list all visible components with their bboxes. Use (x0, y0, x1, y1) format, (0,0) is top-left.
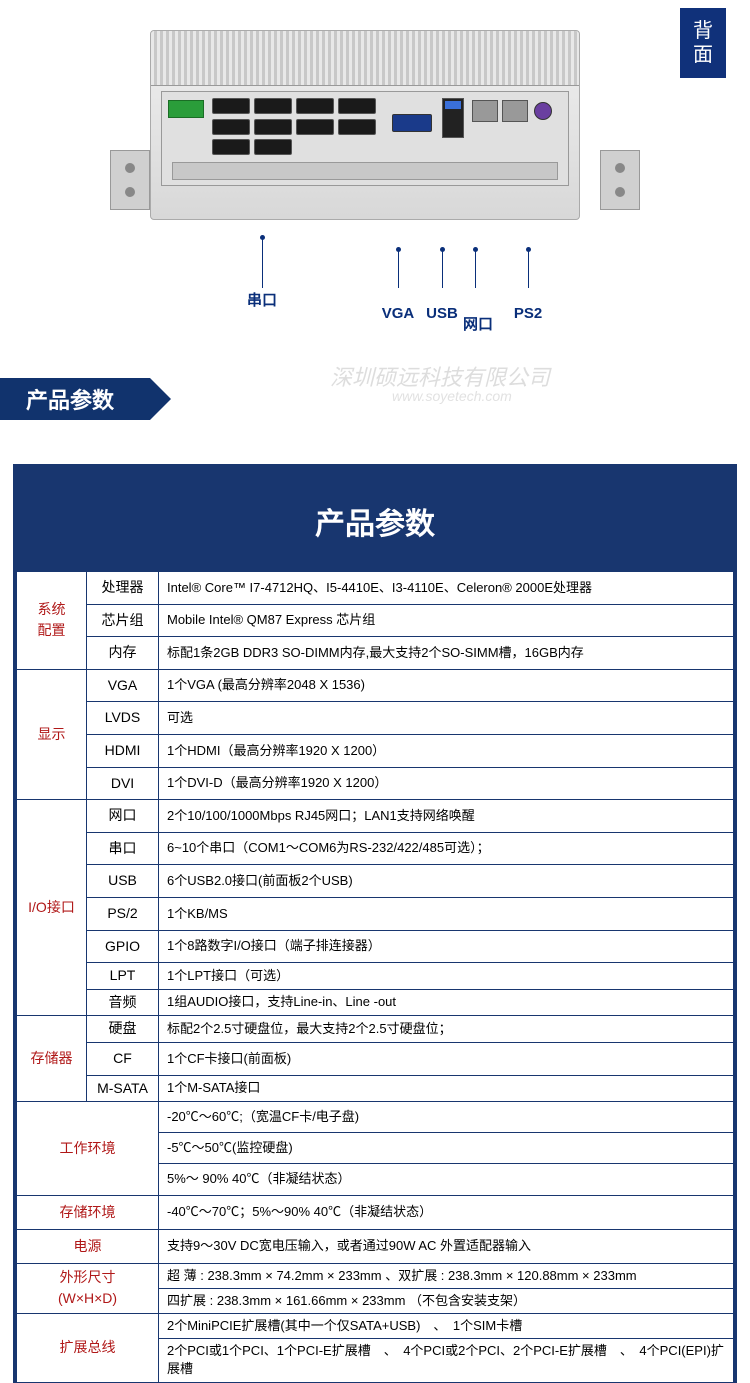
value-cell: 1个DVI-D（最高分辨率1920 X 1200） (159, 767, 734, 800)
callout-usb: USB (426, 305, 458, 322)
port-callouts: 串口 VGA USB 网口 PS2 (110, 236, 640, 322)
category-cell: 系统配置 (17, 572, 87, 670)
category-cell: 外形尺寸(W×H×D) (17, 1263, 159, 1313)
table-row: M-SATA1个M-SATA接口 (17, 1075, 734, 1102)
callout-ps2: PS2 (514, 305, 542, 322)
sub-cell: VGA (87, 669, 159, 702)
value-cell: 1个HDMI（最高分辨率1920 X 1200） (159, 734, 734, 767)
table-row: 内存标配1条2GB DDR3 SO-DIMM内存,最大支持2个SO-SIMM槽，… (17, 637, 734, 670)
table-row: HDMI1个HDMI（最高分辨率1920 X 1200） (17, 734, 734, 767)
table-row: 电源支持9～30V DC宽电压输入，或者通过90W AC 外置适配器输入 (17, 1229, 734, 1263)
sub-cell: M-SATA (87, 1075, 159, 1102)
sub-cell: 串口 (87, 832, 159, 865)
sub-cell: 处理器 (87, 572, 159, 605)
table-row: 外形尺寸(W×H×D)超 薄 : 238.3mm × 74.2mm × 233m… (17, 1263, 734, 1288)
value-cell: 2个PCI或1个PCI、1个PCI-E扩展槽 、 4个PCI或2个PCI、2个P… (159, 1339, 734, 1382)
table-row: 系统配置处理器Intel® Core™ I7-4712HQ、I5-4410E、I… (17, 572, 734, 605)
sub-cell: 音频 (87, 989, 159, 1016)
spec-table: 系统配置处理器Intel® Core™ I7-4712HQ、I5-4410E、I… (16, 571, 734, 1383)
table-row: LVDS可选 (17, 702, 734, 735)
table-row: 扩展总线2个MiniPCIE扩展槽(其中一个仅SATA+USB) 、 1个SIM… (17, 1314, 734, 1339)
sub-cell: LPT (87, 963, 159, 990)
category-cell: 工作环境 (17, 1102, 159, 1196)
sub-cell: GPIO (87, 930, 159, 963)
value-cell: 1个LPT接口（可选） (159, 963, 734, 990)
value-cell: Intel® Core™ I7-4712HQ、I5-4410E、I3-4110E… (159, 572, 734, 605)
sub-cell: 内存 (87, 637, 159, 670)
category-cell: 存储器 (17, 1016, 87, 1102)
table-row: 显示VGA1个VGA (最高分辨率2048 X 1536) (17, 669, 734, 702)
table-row: 串口6~10个串口（COM1～COM6为RS-232/422/485可选）； (17, 832, 734, 865)
category-cell: 电源 (17, 1229, 159, 1263)
value-cell: 2个10/100/1000Mbps RJ45网口；LAN1支持网络唤醒 (159, 800, 734, 833)
value-cell: -20℃～60℃;（宽温CF卡/电子盘) (159, 1102, 734, 1133)
table-row: 存储环境-40℃～70℃；5%～90% 40℃（非凝结状态） (17, 1195, 734, 1229)
value-cell: 标配2个2.5寸硬盘位，最大支持2个2.5寸硬盘位； (159, 1016, 734, 1043)
value-cell: 标配1条2GB DDR3 SO-DIMM内存,最大支持2个SO-SIMM槽，16… (159, 637, 734, 670)
value-cell: 1个KB/MS (159, 897, 734, 930)
value-cell: -40℃～70℃；5%～90% 40℃（非凝结状态） (159, 1195, 734, 1229)
value-cell: 1组AUDIO接口，支持Line-in、Line -out (159, 989, 734, 1016)
sub-cell: HDMI (87, 734, 159, 767)
value-cell: 支持9～30V DC宽电压输入，或者通过90W AC 外置适配器输入 (159, 1229, 734, 1263)
hero-section: 深圳硕远科技有限公司 www.soyetech.com 背 面 (0, 0, 750, 330)
value-cell: 6个USB2.0接口(前面板2个USB) (159, 865, 734, 898)
value-cell: 1个M-SATA接口 (159, 1075, 734, 1102)
category-cell: 存储环境 (17, 1195, 159, 1229)
side-badge: 背 面 (680, 8, 726, 78)
category-cell: 显示 (17, 669, 87, 799)
value-cell: 四扩展 : 238.3mm × 161.66mm × 233mm （不包含安装支… (159, 1288, 734, 1313)
table-row: 芯片组Mobile Intel® QM87 Express 芯片组 (17, 604, 734, 637)
badge-line1: 背 (693, 19, 713, 43)
table-row: USB6个USB2.0接口(前面板2个USB) (17, 865, 734, 898)
callout-vga: VGA (382, 305, 415, 322)
table-row: PS/21个KB/MS (17, 897, 734, 930)
table-row: 音频1组AUDIO接口，支持Line-in、Line -out (17, 989, 734, 1016)
spec-card: 产品参数 系统配置处理器Intel® Core™ I7-4712HQ、I5-44… (13, 464, 737, 1383)
value-cell: 6~10个串口（COM1～COM6为RS-232/422/485可选）； (159, 832, 734, 865)
value-cell: -5℃～50℃(监控硬盘) (159, 1133, 734, 1164)
value-cell: 2个MiniPCIE扩展槽(其中一个仅SATA+USB) 、 1个SIM卡槽 (159, 1314, 734, 1339)
value-cell: 5%～ 90% 40℃（非凝结状态） (159, 1164, 734, 1195)
table-row: I/O接口网口2个10/100/1000Mbps RJ45网口；LAN1支持网络… (17, 800, 734, 833)
sub-cell: CF (87, 1042, 159, 1075)
sub-cell: PS/2 (87, 897, 159, 930)
value-cell: Mobile Intel® QM87 Express 芯片组 (159, 604, 734, 637)
spec-card-title: 产品参数 (16, 467, 734, 571)
table-row: 工作环境-20℃～60℃;（宽温CF卡/电子盘) (17, 1102, 734, 1133)
table-row: CF1个CF卡接口(前面板) (17, 1042, 734, 1075)
sub-cell: LVDS (87, 702, 159, 735)
table-row: DVI1个DVI-D（最高分辨率1920 X 1200） (17, 767, 734, 800)
badge-line2: 面 (693, 43, 713, 67)
table-row: LPT1个LPT接口（可选） (17, 963, 734, 990)
sub-cell: USB (87, 865, 159, 898)
callout-serial: 串口 (247, 289, 277, 310)
value-cell: 1个8路数字I/O接口（端子排连接器） (159, 930, 734, 963)
value-cell: 可选 (159, 702, 734, 735)
value-cell: 1个CF卡接口(前面板) (159, 1042, 734, 1075)
table-row: GPIO1个8路数字I/O接口（端子排连接器） (17, 930, 734, 963)
section-ribbon: 产品参数 (0, 378, 150, 420)
sub-cell: 网口 (87, 800, 159, 833)
section-ribbon-wrap: 产品参数 深圳硕远科技有限公司 www.soyetech.com (0, 360, 750, 434)
device-illustration (110, 20, 640, 250)
callout-lan: 网口 (463, 313, 493, 334)
sub-cell: 硬盘 (87, 1016, 159, 1043)
category-cell: 扩展总线 (17, 1314, 159, 1383)
value-cell: 1个VGA (最高分辨率2048 X 1536) (159, 669, 734, 702)
watermark-url-2: www.soyetech.com (392, 388, 512, 404)
value-cell: 超 薄 : 238.3mm × 74.2mm × 233mm 、双扩展 : 23… (159, 1263, 734, 1288)
sub-cell: DVI (87, 767, 159, 800)
table-row: 存储器硬盘标配2个2.5寸硬盘位，最大支持2个2.5寸硬盘位； (17, 1016, 734, 1043)
category-cell: I/O接口 (17, 800, 87, 1016)
sub-cell: 芯片组 (87, 604, 159, 637)
